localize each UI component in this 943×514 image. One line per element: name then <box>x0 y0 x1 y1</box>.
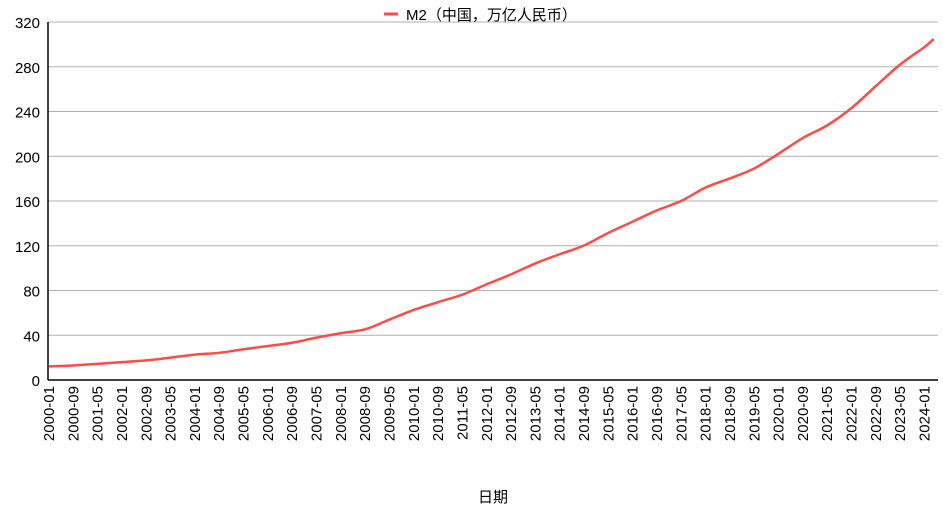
x-tick-label: 2016-09 <box>649 386 666 441</box>
y-tick-label: 320 <box>15 15 40 32</box>
y-tick-label: 200 <box>15 149 40 166</box>
x-tick-label: 2001-05 <box>90 386 107 441</box>
x-tick-label: 2009-05 <box>381 386 398 441</box>
x-tick-label: 2014-09 <box>576 386 593 441</box>
x-tick-label: 2010-09 <box>430 386 447 441</box>
x-axis-label: 日期 <box>478 489 508 506</box>
x-tick-label: 2017-05 <box>673 386 690 441</box>
x-tick-label: 2022-09 <box>868 386 885 441</box>
series-line-m2 <box>48 38 935 368</box>
x-tick-label: 2018-09 <box>722 386 739 441</box>
x-tick-label: 2020-01 <box>771 386 788 441</box>
x-tick-label: 2016-01 <box>625 386 642 441</box>
x-tick-label: 2014-01 <box>552 386 569 441</box>
y-tick-label: 40 <box>23 328 40 345</box>
x-tick-label: 2003-05 <box>163 386 180 441</box>
x-tick-label: 2010-01 <box>406 386 423 441</box>
x-tick-label: 2022-01 <box>844 386 861 441</box>
y-tick-label: 280 <box>15 60 40 77</box>
x-tick-label: 2006-01 <box>260 386 277 441</box>
x-tick-label: 2012-09 <box>503 386 520 441</box>
x-tick-label: 2023-05 <box>892 386 909 441</box>
x-tick-label: 2008-09 <box>357 386 374 441</box>
x-tick-label: 2015-05 <box>600 386 617 441</box>
x-tick-label: 2007-05 <box>309 386 326 441</box>
x-tick-label: 2024-01 <box>917 386 934 441</box>
x-tick-label: 2002-09 <box>138 386 155 441</box>
x-tick-label: 2000-01 <box>41 386 58 441</box>
x-tick-label: 2002-01 <box>114 386 131 441</box>
legend: M2（中国，万亿人民币） <box>384 7 577 24</box>
y-tick-label: 0 <box>32 373 40 390</box>
x-tick-label: 2004-09 <box>211 386 228 441</box>
x-axis-ticks: 2000-01 2000-09 2001-05 2002-01 2002-09 2003-… <box>41 386 934 441</box>
y-tick-label: 240 <box>15 105 40 122</box>
x-tick-label: 2019-05 <box>746 386 763 441</box>
x-tick-label: 2005-05 <box>236 386 253 441</box>
y-tick-label: 160 <box>15 194 40 211</box>
x-tick-label: 2008-01 <box>333 386 350 441</box>
x-tick-label: 2011-05 <box>454 386 471 440</box>
x-tick-label: 2000-09 <box>65 386 82 441</box>
x-tick-label: 2021-05 <box>819 386 836 441</box>
y-tick-label: 80 <box>23 284 40 301</box>
x-tick-label: 2006-09 <box>284 386 301 441</box>
x-tick-label: 2020-09 <box>795 386 812 441</box>
x-tick-label: 2004-01 <box>187 386 204 441</box>
grid-lines <box>48 21 938 336</box>
legend-label: M2（中国，万亿人民币） <box>406 7 577 24</box>
x-tick-label: 2013-05 <box>527 386 544 441</box>
y-tick-label: 120 <box>15 239 40 256</box>
y-axis-ticks: 0 40 80 120 160 200 240 280 320 <box>15 15 40 390</box>
x-tick-label: 2012-01 <box>479 386 496 441</box>
x-tick-label: 2018-01 <box>698 386 715 441</box>
